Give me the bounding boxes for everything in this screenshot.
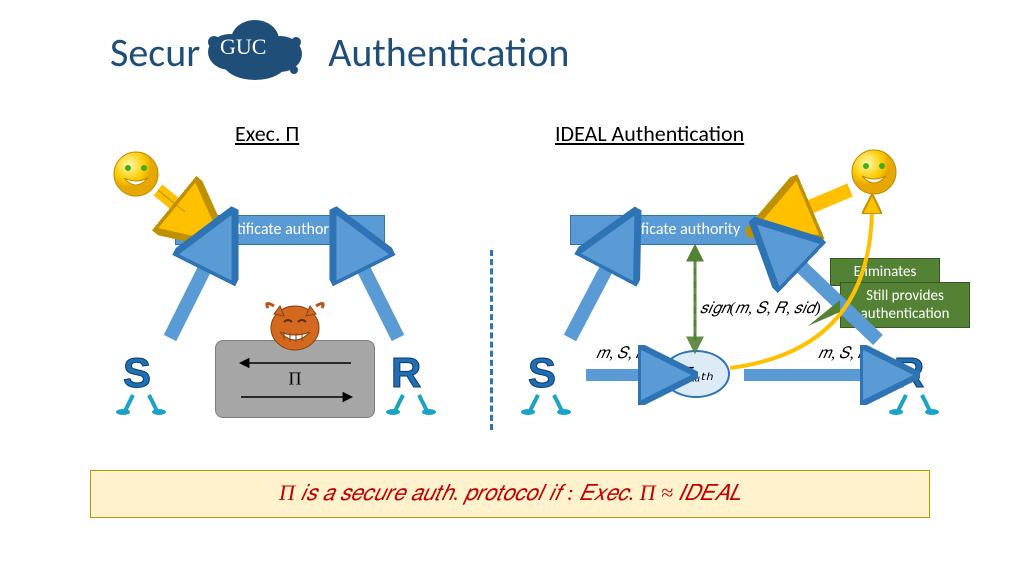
msr-left: 𝑚, 𝑆, 𝑅 <box>596 345 647 363</box>
s-char-right: S <box>520 345 582 420</box>
svg-text:R: R <box>894 349 924 396</box>
title-left: Secur <box>110 28 200 77</box>
title-right: Authentication <box>328 28 569 77</box>
sign-label: 𝑠𝑖𝑔𝑛(𝑚, 𝑆, 𝑅, 𝑠𝑖𝑑) <box>700 300 821 318</box>
ca-box-left: Certificate authority <box>175 215 385 245</box>
cloud-label: GUC <box>220 34 266 60</box>
msr-right: 𝑚, 𝑆, 𝑅 <box>818 345 869 363</box>
pi-label: Π <box>289 369 302 390</box>
svg-text:S: S <box>528 349 556 396</box>
s-char-left: S <box>115 345 177 420</box>
svg-text:R: R <box>391 349 421 396</box>
smiley-icon-left <box>112 150 160 198</box>
subtitle-ideal: IDEAL Authentication <box>555 120 744 147</box>
divider-line <box>490 250 493 430</box>
note-authentication: Still provides authentication <box>840 282 970 328</box>
guc-cloud: GUC <box>200 12 310 89</box>
slide-title: Secur Authentication <box>110 28 569 77</box>
svg-text:S: S <box>123 349 151 396</box>
r-char-right: R <box>888 345 950 420</box>
devil-icon <box>260 300 330 365</box>
subtitle-exec: Exec. Π <box>235 120 299 147</box>
smiley-icon-right <box>850 148 898 196</box>
ca-box-right: Certificate authority <box>570 215 780 245</box>
r-char-left: R <box>385 345 447 420</box>
bottom-statement: Π 𝑖𝑠 𝑎 𝑠𝑒𝑐𝑢𝑟𝑒 𝑎𝑢𝑡ℎ. 𝑝𝑟𝑜𝑡𝑜𝑐𝑜𝑙 𝑖𝑓 : 𝐸𝑥𝑒𝑐. … <box>90 470 930 518</box>
fauth-oval: 𝐹ₐᵤₜₕ <box>662 350 730 398</box>
